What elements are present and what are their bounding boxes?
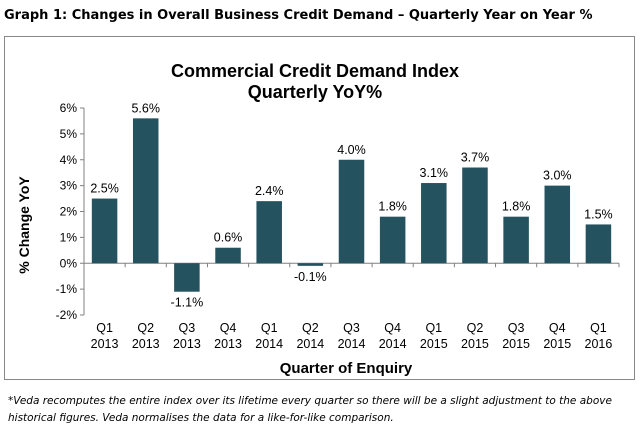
y-tick-label: -2%	[56, 308, 78, 322]
x-tick-label-quarter: Q4	[549, 321, 566, 335]
x-tick-label-year: 2015	[502, 337, 530, 351]
y-tick-label: 1%	[60, 230, 78, 244]
data-label: 1.8%	[502, 200, 531, 214]
x-tick-label-year: 2014	[379, 337, 407, 351]
x-tick-label-year: 2014	[255, 337, 283, 351]
x-tick-label-quarter: Q3	[343, 321, 360, 335]
x-tick-label-year: 2014	[338, 337, 366, 351]
x-axis-label: Quarter of Enquiry	[280, 360, 413, 377]
y-axis-label: % Change YoY	[16, 176, 32, 274]
data-label: 0.6%	[214, 231, 243, 245]
bar	[462, 167, 488, 264]
data-label: 3.7%	[461, 151, 490, 165]
bar	[544, 185, 571, 264]
data-label: 3.0%	[543, 169, 572, 183]
bar	[503, 216, 529, 264]
chart-subtitle: Quarterly YoY%	[248, 82, 382, 102]
x-tick-label-quarter: Q4	[384, 321, 401, 335]
bar	[91, 198, 118, 264]
x-tick-label-quarter: Q1	[261, 321, 278, 335]
x-tick-label-year: 2013	[173, 337, 201, 351]
x-tick-label-year: 2013	[132, 337, 160, 351]
bar	[585, 224, 612, 264]
y-tick-label: 5%	[60, 127, 78, 141]
x-tick-label-year: 2015	[461, 337, 489, 351]
x-tick-label-year: 2016	[585, 337, 613, 351]
data-label: -1.1%	[171, 296, 204, 310]
y-tick-label: -1%	[56, 282, 78, 296]
chart-frame: Commercial Credit Demand Index Quarterly…	[4, 36, 635, 380]
chart-title: Commercial Credit Demand Index	[171, 61, 459, 81]
bar	[215, 247, 241, 264]
data-label: 5.6%	[131, 101, 160, 115]
y-tick-label: 6%	[60, 101, 78, 115]
x-tick-label-year: 2014	[296, 337, 324, 351]
data-label: 2.5%	[90, 182, 119, 196]
data-label: 2.4%	[255, 184, 284, 198]
plot-area: -2% -1% 0% 1% 2% 3% 4% 5% 6% 2.5% Q1 2013 5.6% Q2 2013…	[56, 101, 620, 351]
x-tick-label-quarter: Q2	[302, 321, 319, 335]
data-label: 1.5%	[584, 207, 613, 221]
data-label: 1.8%	[378, 200, 407, 214]
bar	[132, 118, 159, 264]
x-tick-label-year: 2013	[91, 337, 119, 351]
x-tick-label-quarter: Q3	[508, 321, 525, 335]
bar	[379, 216, 406, 264]
x-tick-label-quarter: Q1	[425, 321, 442, 335]
bar	[174, 263, 200, 292]
bar-chart: Commercial Credit Demand Index Quarterly…	[16, 61, 620, 377]
x-tick-label-quarter: Q1	[96, 321, 113, 335]
x-tick-label-year: 2015	[543, 337, 571, 351]
bar	[297, 263, 324, 266]
data-label: -0.1%	[294, 270, 327, 284]
x-tick-label-quarter: Q2	[467, 321, 484, 335]
footnote: *Veda recomputes the entire index over i…	[8, 395, 612, 424]
bar	[256, 201, 282, 264]
x-tick-label-quarter: Q4	[220, 321, 237, 335]
graph-caption: Graph 1: Changes in Overall Business Cre…	[4, 8, 593, 23]
x-tick-label-quarter: Q2	[137, 321, 154, 335]
data-label: 3.1%	[420, 166, 449, 180]
bar	[421, 183, 447, 264]
y-tick-label: 0%	[60, 256, 78, 270]
x-tick-label-year: 2013	[214, 337, 242, 351]
x-tick-label-year: 2015	[420, 337, 448, 351]
x-tick-label-quarter: Q3	[179, 321, 196, 335]
x-tick-label-quarter: Q1	[590, 321, 607, 335]
y-tick-label: 3%	[60, 179, 78, 193]
bar	[338, 159, 365, 264]
y-tick-label: 2%	[60, 205, 78, 219]
data-label: 4.0%	[337, 143, 366, 157]
y-tick-label: 4%	[60, 153, 78, 167]
